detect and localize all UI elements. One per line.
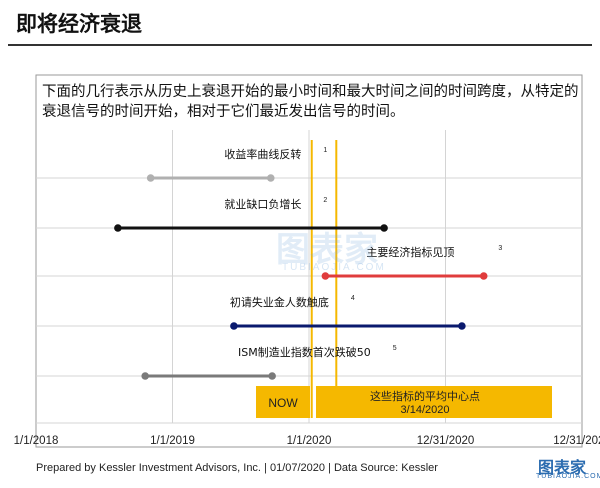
x-tick-label: 1/1/2019 [150,435,195,447]
footer-source: Prepared by Kessler Investment Advisors,… [36,462,438,474]
gridlines [36,130,582,424]
series-start-dot [230,322,238,330]
watermark-center-sub: TUBIAOJIA.COM [282,262,386,273]
series-label: 就业缺口负增长 [224,197,301,211]
series-label: 主要经济指标见顶 [366,245,454,259]
now-label: NOW [268,396,298,410]
series-group: 收益率曲线反转 1 就业缺口负增长 2 主要经济指标见顶 3 初请失业金人数触底 4 ISM制造… [114,147,502,380]
series-end-dot [479,272,488,280]
series-label: 收益率曲线反转 [224,147,301,161]
watermark-logo: 图表家 [538,460,587,477]
x-tick-label: 1/1/2018 [14,435,59,447]
average-box [316,386,552,418]
series-start-dot [141,372,149,380]
series-note: 3 [498,245,502,252]
series-note: 5 [393,345,397,352]
title-divider [8,44,592,46]
average-date: 3/14/2020 [401,404,450,416]
series-note: 4 [351,295,355,302]
watermark-center: 图表家 [276,231,378,269]
average-label: 这些指标的平均中心点 [370,389,480,403]
watermark-logo-sub: TUBIAOJIA.COM [536,473,600,480]
series-label: ISM制造业指数首次跌破50 [238,345,371,359]
series-end-dot [266,174,275,182]
series-start-dot [321,272,330,280]
series-label: 初请失业金人数触底 [230,295,329,309]
x-tick-label: 12/31/2021 [553,435,600,447]
series-note: 2 [323,197,327,204]
series-end-dot [380,224,388,232]
x-tick-label: 1/1/2020 [287,435,332,447]
series-end-dot [458,322,466,330]
now-box [256,386,310,418]
series-start-dot [146,174,155,182]
series-note: 1 [323,147,327,154]
x-tick-label: 12/31/2020 [417,435,475,447]
page-title: 即将经济衰退 [16,12,142,36]
chart-border [35,74,583,448]
series-end-dot [268,372,276,380]
series-start-dot [114,224,122,232]
chart-description: 下面的几行表示从历史上衰退开始的最小时间和最大时间之间的时间跨度，从特定的衰退信… [42,84,579,120]
x-axis: 1/1/2018 1/1/2019 1/1/2020 12/31/2020 12/31/… [14,435,600,447]
